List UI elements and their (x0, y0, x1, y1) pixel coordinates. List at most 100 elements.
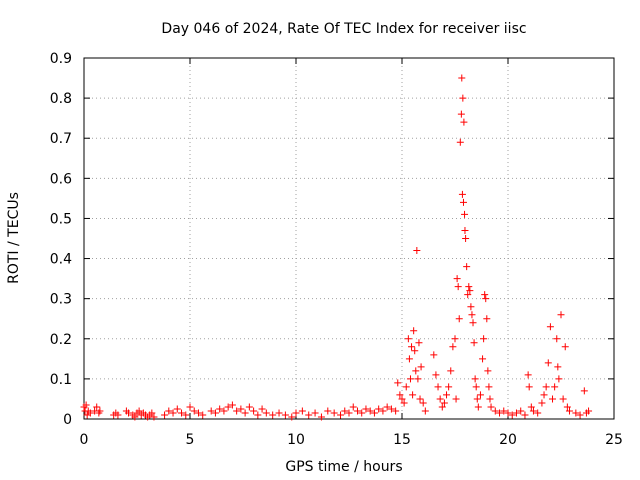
data-point (416, 395, 424, 403)
data-point (324, 407, 332, 415)
data-point (405, 355, 413, 363)
data-point (472, 383, 480, 391)
data-point (292, 409, 300, 417)
data-point (470, 339, 478, 347)
data-point (542, 383, 550, 391)
data-point (419, 399, 427, 407)
data-point (452, 395, 460, 403)
data-point (182, 411, 190, 419)
x-tick-label: 15 (393, 432, 411, 448)
data-point (480, 335, 488, 343)
data-point (524, 371, 532, 379)
data-point (471, 375, 479, 383)
data-point (451, 335, 459, 343)
data-point (400, 399, 408, 407)
axis-ticks (83, 57, 615, 420)
x-tick-label: 0 (80, 432, 89, 448)
y-tick-label: 0.9 (50, 51, 72, 67)
data-point (436, 395, 444, 403)
data-point (317, 413, 325, 421)
data-point (461, 210, 469, 218)
data-point (585, 407, 593, 415)
data-point (453, 275, 461, 283)
data-point (525, 383, 533, 391)
tick-labels: 0 5 10 15 20 25 0 0.1 0.2 0.3 0.4 0.5 0.6 0.7 0.8 0.9 (50, 51, 623, 448)
data-point (447, 367, 455, 375)
data-point (224, 403, 232, 411)
data-point (358, 409, 366, 417)
data-point (466, 287, 474, 295)
data-point (469, 319, 477, 327)
data-point (275, 409, 283, 417)
data-point (454, 283, 462, 291)
data-point (173, 405, 181, 413)
data-point (459, 198, 467, 206)
data-point (486, 395, 494, 403)
y-tick-label: 0.2 (50, 332, 72, 348)
data-point (379, 407, 387, 415)
data-point (392, 407, 400, 415)
data-point (93, 403, 101, 411)
data-point (96, 407, 104, 415)
data-point (199, 411, 207, 419)
data-points (80, 74, 593, 421)
data-point (131, 413, 139, 421)
data-point (404, 335, 412, 343)
data-point (555, 375, 563, 383)
data-point (500, 407, 508, 415)
data-point (479, 355, 487, 363)
y-tick-label: 0 (63, 412, 72, 428)
data-point (443, 391, 451, 399)
data-point (414, 375, 422, 383)
data-point (468, 311, 476, 319)
data-point (421, 407, 429, 415)
data-point (565, 407, 573, 415)
data-point (114, 411, 122, 419)
data-point (459, 94, 467, 102)
data-point (415, 339, 423, 347)
x-axis-label: GPS time / hours (285, 459, 402, 475)
data-point (496, 409, 504, 417)
data-point (135, 407, 143, 415)
data-point (445, 383, 453, 391)
data-point (383, 403, 391, 411)
x-tick-label: 10 (287, 432, 305, 448)
data-point (554, 363, 562, 371)
data-point (216, 405, 224, 413)
data-point (387, 405, 395, 413)
data-point (345, 409, 353, 417)
data-point (412, 367, 420, 375)
data-point (337, 411, 345, 419)
data-point (456, 138, 464, 146)
data-point (330, 409, 338, 417)
data-point (396, 391, 404, 399)
data-point (559, 395, 567, 403)
data-point (458, 74, 466, 82)
data-point (220, 407, 228, 415)
y-tick-label: 0.5 (50, 211, 72, 227)
data-point (474, 403, 482, 411)
data-point (161, 411, 169, 419)
data-point (178, 409, 186, 417)
data-point (553, 335, 561, 343)
data-point (463, 263, 471, 271)
data-point (186, 403, 194, 411)
data-point (353, 407, 361, 415)
data-point (561, 343, 569, 351)
data-point (288, 413, 296, 421)
data-point (409, 391, 417, 399)
data-point (305, 411, 313, 419)
y-tick-label: 0.4 (50, 252, 72, 268)
y-tick-label: 0.1 (50, 372, 72, 388)
data-point (467, 303, 475, 311)
data-point (557, 311, 565, 319)
data-point (434, 383, 442, 391)
data-point (576, 411, 584, 419)
data-point (406, 375, 414, 383)
data-point (482, 295, 490, 303)
data-point (481, 291, 489, 299)
data-point (438, 403, 446, 411)
data-point (228, 401, 236, 409)
data-point (269, 411, 277, 419)
data-point (440, 399, 448, 407)
